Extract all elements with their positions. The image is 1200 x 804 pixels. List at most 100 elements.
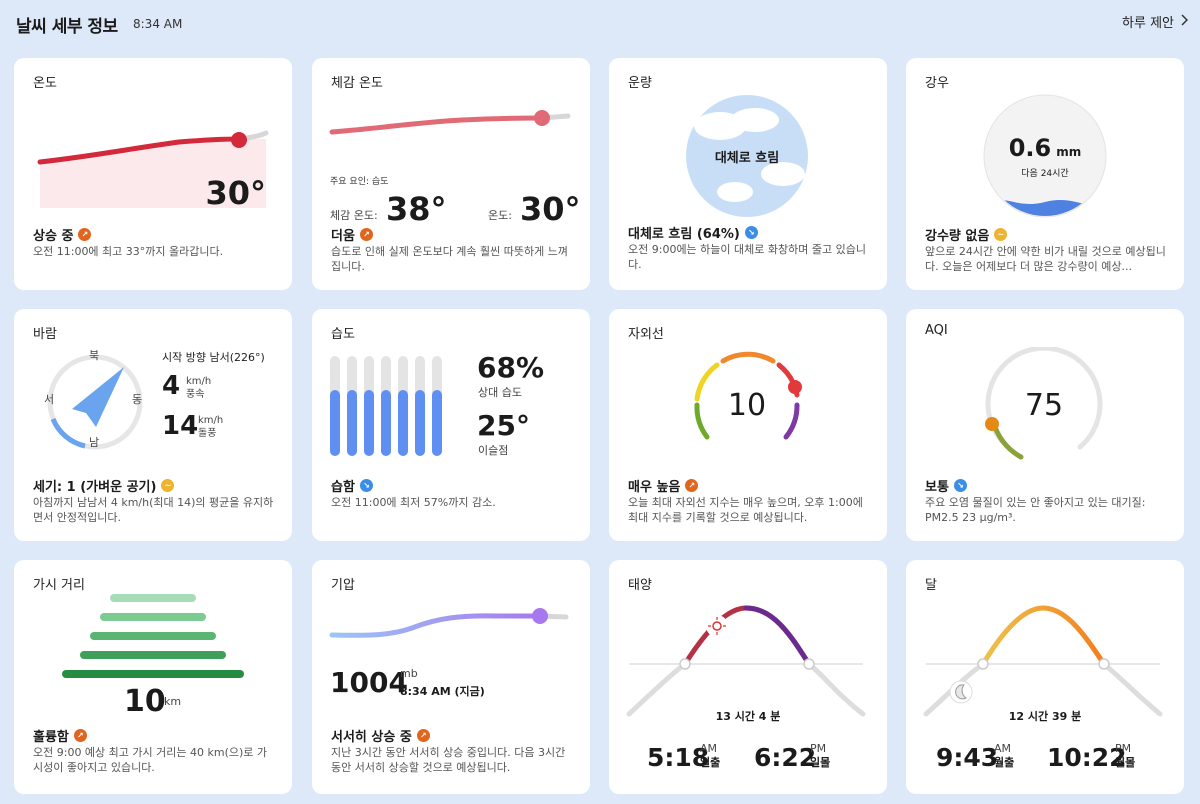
pressure-chart bbox=[329, 608, 569, 638]
moonset-time: 10:22 bbox=[1047, 743, 1127, 772]
status-row: 대체로 흐림 (64%) ↘ bbox=[628, 223, 758, 242]
daylight-duration: 13 시간 4 분 bbox=[715, 710, 781, 723]
card-title: 체감 온도 bbox=[331, 76, 383, 91]
humidity-label: 상대 습도 bbox=[478, 386, 522, 399]
dew-point-value: 25° bbox=[477, 409, 530, 442]
moonset-label: 월몰 bbox=[1115, 756, 1136, 769]
humidity-card[interactable]: 습도 68% 상대 습도 25° 이슬점 습함 ↘ 오전 11:00에 최저 57… bbox=[312, 309, 590, 541]
rain-period: 다음 24시간 bbox=[1021, 169, 1069, 179]
daily-suggestion-label: 하루 제안 bbox=[1122, 16, 1174, 31]
cloud-cover-card[interactable]: 운량 대체로 흐림 대체로 흐림 (64%) ↘ 오전 9:00에는 하늘이 대체… bbox=[609, 58, 887, 290]
status-row: 서서히 상승 중 ↗ bbox=[331, 726, 430, 745]
status-text: 매우 높음 bbox=[628, 480, 681, 495]
wind-from: 시작 방향 남서(226°) bbox=[162, 351, 265, 364]
visibility-pyramid bbox=[62, 594, 244, 678]
visibility-card[interactable]: 가시 거리 10 km 훌륭함 ↗ 오전 9:00 예상 최고 가시 거리는 40… bbox=[14, 560, 292, 794]
wind-compass bbox=[47, 354, 143, 450]
description: 지난 3시간 동안 서서히 상승 중입니다. 다음 3시간 동안 서서히 상승할… bbox=[331, 746, 566, 774]
trend-down-icon: ↘ bbox=[359, 479, 373, 492]
status-row: 강수량 없음 ~ bbox=[925, 225, 1008, 244]
trend-up-icon: ↗ bbox=[78, 228, 92, 241]
sun-arc-chart bbox=[626, 605, 866, 717]
current-temp-point bbox=[231, 132, 247, 148]
moon-arc-chart bbox=[923, 605, 1163, 717]
status-text: 서서히 상승 중 bbox=[331, 730, 412, 745]
description: 습도로 인해 실제 온도보다 계속 훨씬 따뜻하게 느껴집니다. bbox=[331, 245, 568, 273]
humidity-bar-fill bbox=[381, 390, 391, 456]
feels-value: 38° bbox=[386, 190, 447, 228]
moon-icon bbox=[955, 684, 967, 700]
rain-card[interactable]: 강우 0.6 mm 다음 24시간 강수량 없음 ~ 앞으로 24시간 안에 약한… bbox=[906, 58, 1184, 290]
description: 오전 9:00 예상 최고 가시 거리는 40 km(으)로 가시성이 좋아지고… bbox=[33, 746, 268, 774]
moon-card[interactable]: 달 12 시간 39 분 9:43 AM 월출 10:22 PM 월몰 bbox=[906, 560, 1184, 794]
temperature-value: 30° bbox=[205, 174, 266, 212]
trend-up-icon: ↗ bbox=[73, 729, 87, 742]
compass-south: 남 bbox=[89, 436, 100, 449]
description: 아침까지 남남서 4 km/h(최대 14)의 평균을 유지하면서 안정적입니다… bbox=[33, 496, 274, 524]
pressure-value: 1004 bbox=[330, 666, 408, 699]
visibility-value: 10 bbox=[124, 684, 166, 719]
gust-label: 돌풍 bbox=[198, 428, 217, 439]
uv-gauge bbox=[694, 351, 802, 440]
trend-down-icon: ↘ bbox=[744, 226, 758, 239]
description: 주요 오염 물질이 있는 안 좋아지고 있는 대기질: PM2.5 23 μg/… bbox=[925, 496, 1146, 524]
trend-up-icon: ↗ bbox=[685, 479, 699, 492]
wind-speed-unit: km/h bbox=[186, 376, 212, 387]
feels-like-card[interactable]: 체감 온도 주요 요인: 습도 체감 온도: 38° 온도: 30° 더움 ↗ 습… bbox=[312, 58, 590, 290]
humidity-bars bbox=[330, 356, 442, 456]
feels-like-chart bbox=[329, 110, 571, 135]
rain-value-row: 0.6 mm bbox=[983, 134, 1107, 162]
status-text: 세기: 1 (가벼운 공기) bbox=[33, 480, 157, 495]
status-text: 훌륭함 bbox=[33, 730, 69, 745]
status-row: 습함 ↘ bbox=[331, 476, 373, 495]
sunset-ampm: PM bbox=[810, 742, 827, 755]
rain-unit: mm bbox=[1056, 145, 1082, 159]
aqi-gauge bbox=[985, 347, 1103, 460]
humidity-bar-fill bbox=[398, 390, 408, 456]
moonrise-label: 월출 bbox=[994, 756, 1015, 769]
status-text: 습함 bbox=[331, 480, 355, 495]
status-row: 더움 ↗ bbox=[331, 225, 373, 244]
chevron-right-icon bbox=[1180, 13, 1189, 30]
humidity-bar-fill bbox=[364, 390, 374, 456]
daily-suggestion-link[interactable]: 하루 제안 bbox=[1122, 12, 1189, 31]
temperature-card[interactable]: 온도 30° 상승 중 ↗ 오전 11:00에 최고 33°까지 올라갑니다. bbox=[14, 58, 292, 290]
wind-speed-label: 풍속 bbox=[186, 389, 205, 400]
description: 앞으로 24시간 안에 약한 비가 내릴 것으로 예상됩니다. 오늘은 어제보다… bbox=[925, 245, 1166, 273]
current-time: 8:34 AM bbox=[133, 17, 183, 31]
description: 오전 11:00에 최저 57%까지 감소. bbox=[331, 496, 496, 509]
cloud-center-label: 대체로 흐림 bbox=[714, 151, 780, 166]
visibility-unit: km bbox=[164, 695, 182, 708]
moonrise-time: 9:43 bbox=[936, 743, 999, 772]
sun-card[interactable]: 태양 13 시간 4 분 5:18 AM 일출 6:22 PM 일몰 bbox=[609, 560, 887, 794]
card-title: AQI bbox=[925, 323, 948, 338]
pressure-card[interactable]: 기압 1004 mb 8:34 AM (지금) 서서히 상승 중 ↗ 지난 3시간… bbox=[312, 560, 590, 794]
humidity-bar-fill bbox=[432, 390, 442, 456]
rain-value: 0.6 bbox=[1008, 134, 1052, 162]
gust-unit: km/h bbox=[198, 415, 224, 426]
status-text: 보통 bbox=[925, 480, 949, 495]
aqi-card[interactable]: AQI 75 보통 ↘ 주요 오염 물질이 있는 안 좋아지고 있는 대기질: P… bbox=[906, 309, 1184, 541]
card-title: 자외선 bbox=[628, 327, 664, 342]
wind-card[interactable]: 바람 북 동 남 서 시작 방향 남서(226°) 4 km/h 풍속 14 k… bbox=[14, 309, 292, 541]
status-row: 상승 중 ↗ bbox=[33, 225, 92, 244]
status-row: 보통 ↘ bbox=[925, 476, 967, 495]
trend-stable-icon: ~ bbox=[161, 479, 175, 492]
wind-speed: 4 bbox=[162, 371, 181, 401]
gust-speed: 14 bbox=[162, 411, 199, 441]
moonset-ampm: PM bbox=[1115, 742, 1132, 755]
description: 오늘 최대 자외선 지수는 매우 높으며, 오후 1:00에 최대 지수를 기록… bbox=[628, 496, 863, 524]
humidity-bar-fill bbox=[347, 390, 357, 456]
uv-card[interactable]: 자외선 10 매우 높음 ↗ 오늘 최대 자외선 지수는 매우 높으며, 오후 1… bbox=[609, 309, 887, 541]
status-row: 매우 높음 ↗ bbox=[628, 476, 699, 495]
card-title: 기압 bbox=[331, 578, 355, 593]
trend-up-icon: ↗ bbox=[416, 729, 430, 742]
card-title: 강우 bbox=[925, 76, 949, 91]
compass-west: 서 bbox=[44, 393, 55, 406]
description: 오전 11:00에 최고 33°까지 올라갑니다. bbox=[33, 245, 224, 258]
dew-point-label: 이슬점 bbox=[478, 444, 509, 457]
rain-gauge bbox=[983, 94, 1107, 218]
sunrise-time: 5:18 bbox=[647, 743, 710, 772]
status-row: 세기: 1 (가벼운 공기) ~ bbox=[33, 476, 175, 495]
temperature-chart bbox=[37, 130, 269, 208]
